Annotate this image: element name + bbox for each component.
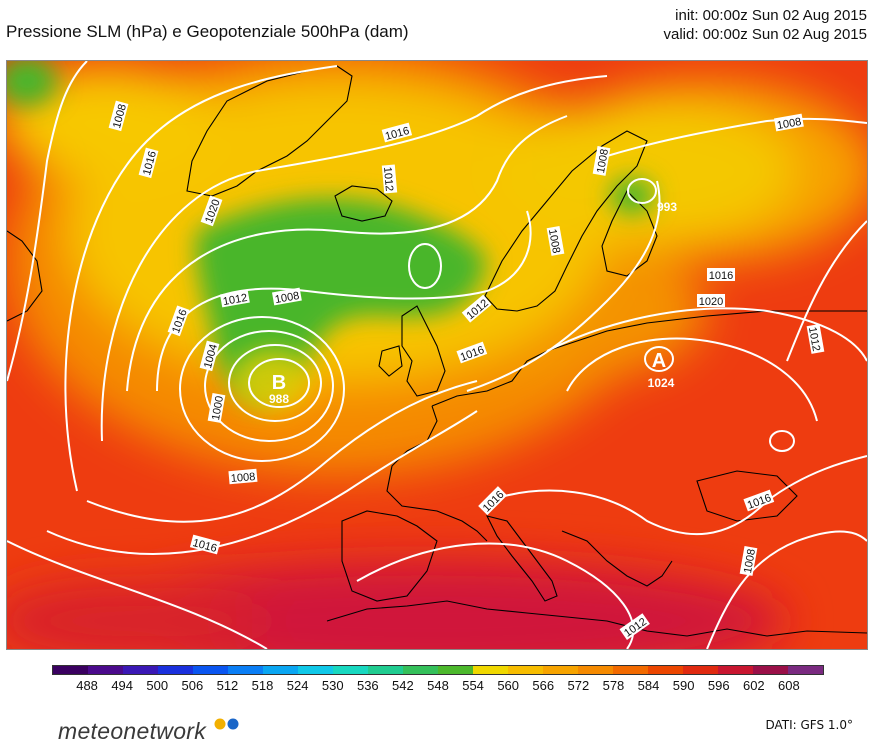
color-scale-label: 500 xyxy=(146,678,169,693)
color-scale-label: 488 xyxy=(76,678,98,693)
chart-title: Pressione SLM (hPa) e Geopotenziale 500h… xyxy=(6,22,409,41)
color-scale-label: 542 xyxy=(392,678,414,693)
color-scale-swatch xyxy=(123,666,158,674)
isobar-label: 1008 xyxy=(776,116,802,132)
high-pressure-center: A 1024 xyxy=(648,350,675,390)
color-scale-labels: 488 494 500 506 512 518 524 530 536 542 548 554 560 5… xyxy=(52,678,824,696)
color-scale-label: 554 xyxy=(462,678,484,693)
color-scale-swatch xyxy=(543,666,578,674)
color-scale-swatch xyxy=(473,666,508,674)
color-scale-swatch xyxy=(578,666,613,674)
color-scale-swatch xyxy=(88,666,123,674)
color-scale-swatch xyxy=(298,666,333,674)
isobar-label: 1012 xyxy=(222,292,248,308)
color-scale-swatch xyxy=(53,666,88,674)
weather-map: 1008 1016 1020 1016 1012 1008 1004 1000 … xyxy=(6,60,868,650)
color-scale-label: 548 xyxy=(427,678,449,693)
color-scale-label: 512 xyxy=(216,678,239,693)
isobar-label: 1008 xyxy=(230,471,255,485)
low-value: 988 xyxy=(269,392,289,406)
color-scale-swatch xyxy=(718,666,753,674)
color-scale-label: 536 xyxy=(356,678,379,693)
isobars xyxy=(7,61,867,649)
isobar-label: 1008 xyxy=(742,548,758,574)
color-scale-swatch xyxy=(368,666,403,674)
color-scale-label: 506 xyxy=(181,678,204,693)
low-pressure-center: B 988 xyxy=(269,372,289,406)
color-scale-label: 596 xyxy=(707,678,730,693)
init-time: init: 00:00z Sun 02 Aug 2015 xyxy=(675,7,867,24)
color-scale-swatch xyxy=(508,666,543,674)
map-canvas: 1008 1016 1020 1016 1012 1008 1004 1000 … xyxy=(7,61,867,649)
color-scale-swatch xyxy=(263,666,298,674)
color-scale-swatch xyxy=(648,666,683,674)
isobar-label: 1008 xyxy=(595,148,611,174)
valid-time: valid: 00:00z Sun 02 Aug 2015 xyxy=(663,26,868,43)
color-scale-label: 578 xyxy=(602,678,625,693)
color-scale-swatch xyxy=(333,666,368,674)
color-scale-swatch xyxy=(613,666,648,674)
high-letter: A xyxy=(652,350,666,372)
color-scale-swatch xyxy=(438,666,473,674)
brand-name: meteonetwork xyxy=(58,718,207,744)
color-scale-label: 584 xyxy=(637,678,660,693)
color-scale-swatch xyxy=(403,666,438,674)
low-letter: B xyxy=(272,372,286,394)
isobar-label: 1020 xyxy=(699,296,723,308)
color-scale-label: 572 xyxy=(567,678,590,693)
minor-low-value: 993 xyxy=(657,200,677,214)
color-scale-swatch xyxy=(788,666,823,674)
isobar-label: 1012 xyxy=(806,326,822,352)
coastlines xyxy=(7,65,867,637)
color-scale-label: 494 xyxy=(111,678,134,693)
color-scale-label: 560 xyxy=(497,678,520,693)
isobar-label: 1008 xyxy=(546,228,562,254)
color-scale-swatch xyxy=(753,666,788,674)
brand-logo: meteonetwork xyxy=(58,718,206,745)
isobar-label: 1000 xyxy=(210,395,226,421)
logo-dots-icon xyxy=(214,718,239,730)
color-scale-swatch xyxy=(158,666,193,674)
isobar-label: 1012 xyxy=(381,166,395,191)
color-scale-label: 524 xyxy=(286,678,309,693)
color-scale-label: 530 xyxy=(321,678,344,693)
color-scale-label: 518 xyxy=(251,678,274,693)
color-scale-bar xyxy=(52,665,824,675)
isobar-label: 1008 xyxy=(274,290,300,306)
high-value: 1024 xyxy=(648,376,675,390)
data-source: DATI: GFS 1.0° xyxy=(765,718,853,732)
color-scale-label: 602 xyxy=(742,678,765,693)
color-scale-label: 608 xyxy=(778,678,800,693)
run-info: init: 00:00z Sun 02 Aug 2015 valid: 00:0… xyxy=(664,6,868,44)
color-scale-swatch xyxy=(193,666,228,674)
color-scale-label: 590 xyxy=(672,678,695,693)
color-scale-label: 566 xyxy=(532,678,555,693)
color-scale-swatch xyxy=(683,666,718,674)
isobar-label: 1016 xyxy=(709,270,733,282)
color-scale-swatch xyxy=(228,666,263,674)
